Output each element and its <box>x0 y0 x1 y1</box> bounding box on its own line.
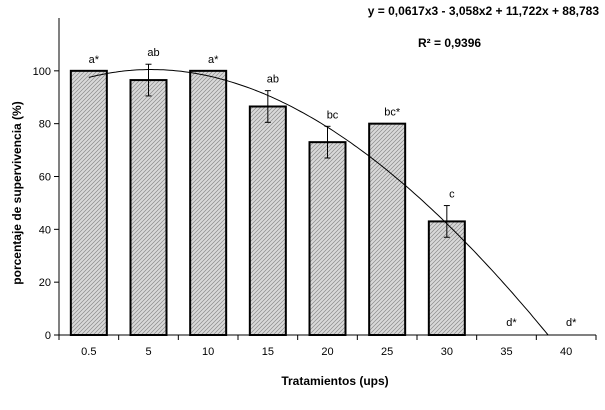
significance-label: a* <box>89 54 100 66</box>
x-tick-label: 15 <box>262 346 274 358</box>
x-axis-title: Tratamientos (ups) <box>281 374 388 388</box>
trendline <box>88 69 549 336</box>
bar <box>69 69 108 336</box>
y-tick-label: 40 <box>39 224 51 236</box>
x-tick-label: 10 <box>202 346 214 358</box>
significance-label: ab <box>267 74 279 86</box>
bar <box>189 69 228 336</box>
bar <box>427 220 466 337</box>
x-tick-label: 20 <box>321 346 333 358</box>
bar <box>129 79 168 337</box>
significance-label: bc* <box>384 107 401 119</box>
bar <box>248 105 287 336</box>
bar <box>308 141 347 336</box>
significance-label: ab <box>147 47 159 59</box>
significance-label: d* <box>566 317 577 329</box>
significance-label: c <box>449 189 455 201</box>
significance-label: bc <box>327 109 339 121</box>
y-axis-title: porcentaje de supervivencia (%) <box>10 101 24 284</box>
y-tick-label: 20 <box>39 277 51 289</box>
y-tick-label: 100 <box>33 66 51 78</box>
trendline-equation: y = 0,0617x3 - 3,058x2 + 11,722x + 88,78… <box>368 4 600 18</box>
x-tick-label: 35 <box>500 346 512 358</box>
y-tick-label: 0 <box>45 330 51 342</box>
y-tick-label: 80 <box>39 119 51 131</box>
x-tick-label: 0.5 <box>81 346 96 358</box>
significance-label: a* <box>208 54 219 66</box>
x-tick-label: 5 <box>145 346 151 358</box>
y-tick-label: 60 <box>39 172 51 184</box>
bar <box>368 122 407 336</box>
r-squared-label: R² = 0,9396 <box>418 36 481 50</box>
x-tick-label: 30 <box>441 346 453 358</box>
x-tick-label: 25 <box>381 346 393 358</box>
significance-label: d* <box>506 317 517 329</box>
x-tick-label: 40 <box>560 346 572 358</box>
